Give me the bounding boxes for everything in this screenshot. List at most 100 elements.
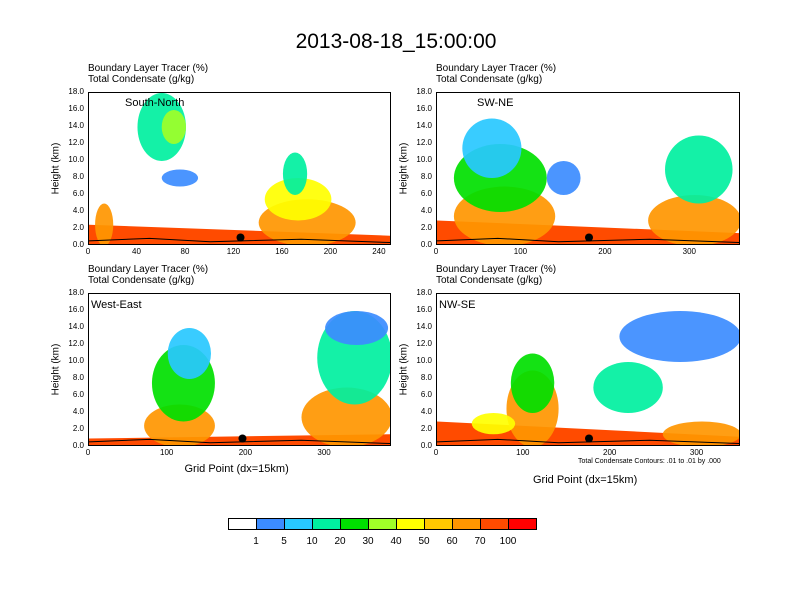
legend-swatch <box>312 518 341 530</box>
y-tick-label: 18.0 <box>68 288 84 297</box>
y-tick-label: 14.0 <box>416 121 432 130</box>
y-axis-title: Height (km) <box>398 142 410 194</box>
tracer-region-3 <box>167 328 211 379</box>
y-tick-label: 16.0 <box>68 305 84 314</box>
y-tick-label: 0.0 <box>420 441 432 450</box>
legend-swatch <box>396 518 425 530</box>
legend-label: 100 <box>499 536 517 547</box>
plot-panel-south-north: South-North <box>88 92 391 245</box>
legend-label: 1 <box>253 536 259 547</box>
y-axis-title: Height (km) <box>398 343 410 395</box>
legend-label: 40 <box>390 536 402 547</box>
tracer-region-4 <box>648 195 739 244</box>
tracer-region-4 <box>282 152 308 195</box>
legend-label: 60 <box>446 536 458 547</box>
tracer-region-4 <box>301 387 390 445</box>
location-marker <box>585 233 593 242</box>
tracer-region-7 <box>161 169 199 187</box>
x-tick-label: 100 <box>513 247 528 256</box>
panel-label-condensate: Total Condensate (g/kg) <box>88 74 195 85</box>
y-tick-label: 6.0 <box>420 390 432 399</box>
panel-label-tracer: Boundary Layer Tracer (%) <box>88 63 209 74</box>
terrain-line <box>437 237 739 244</box>
y-tick-label: 16.0 <box>416 305 432 314</box>
cross-section-label: South-North <box>125 97 185 109</box>
plot-area <box>437 311 739 445</box>
panel-label-condensate: Total Condensate (g/kg) <box>436 74 543 85</box>
x-tick-label: 40 <box>132 247 141 256</box>
legend-label: 30 <box>362 536 374 547</box>
y-tick-label: 16.0 <box>68 104 84 113</box>
terrain-line <box>89 438 390 445</box>
x-tick-label: 0 <box>433 448 439 457</box>
x-tick-label: 240 <box>372 247 386 256</box>
panel-label-condensate: Total Condensate (g/kg) <box>436 275 543 286</box>
tracer-region-6 <box>662 421 739 445</box>
x-tick-label: 100 <box>160 448 174 457</box>
location-marker <box>585 434 593 443</box>
panel-label-tracer: Boundary Layer Tracer (%) <box>88 264 209 275</box>
y-tick-label: 12.0 <box>416 138 432 147</box>
y-tick-label: 2.0 <box>72 223 84 232</box>
y-tick-label: 12.0 <box>68 339 84 348</box>
tracer-region-6 <box>161 110 186 144</box>
y-tick-label: 10.0 <box>416 356 432 365</box>
x-tick-label: 200 <box>598 247 612 256</box>
y-tick-label: 10.0 <box>68 356 84 365</box>
legend-swatch <box>368 518 397 530</box>
legend-swatch <box>340 518 369 530</box>
x-tick-label: 0 <box>433 247 439 256</box>
legend-label: 50 <box>418 536 430 547</box>
y-tick-label: 2.0 <box>72 424 84 433</box>
panel-label-tracer: Boundary Layer Tracer (%) <box>436 264 557 275</box>
y-tick-label: 0.0 <box>420 240 432 249</box>
y-tick-label: 8.0 <box>420 373 432 382</box>
tracer-region-5 <box>665 135 733 204</box>
cross-section-label: SW-NE <box>477 97 514 109</box>
legend-swatch <box>424 518 453 530</box>
y-tick-label: 18.0 <box>416 288 432 297</box>
tracer-region-3 <box>462 118 522 178</box>
y-tick-label: 14.0 <box>416 322 432 331</box>
x-tick-label: 200 <box>603 448 617 457</box>
contour-footnote: Total Condensate Contours: .01 to .01 by… <box>578 458 721 465</box>
x-tick-label: 300 <box>689 448 704 457</box>
panel-label-condensate: Total Condensate (g/kg) <box>88 275 195 286</box>
y-tick-label: 10.0 <box>416 155 432 164</box>
y-axis-title: Height (km) <box>50 142 62 194</box>
tracer-region-6 <box>325 311 389 345</box>
y-tick-label: 4.0 <box>420 206 432 215</box>
tracer-region-5 <box>619 311 739 362</box>
x-tick-label: 0 <box>85 247 91 256</box>
plot-panel-sw-ne: SW-NE <box>436 92 740 245</box>
x-axis-title: Grid Point (dx=15km) <box>533 474 638 486</box>
cross-section-label: West-East <box>91 299 142 311</box>
x-tick-label: 120 <box>226 247 241 256</box>
y-tick-label: 0.0 <box>72 441 84 450</box>
tracer-region-3 <box>264 178 332 221</box>
legend-swatch <box>480 518 509 530</box>
legend-swatch <box>256 518 285 530</box>
y-tick-label: 2.0 <box>420 223 432 232</box>
terrain-line <box>437 438 739 445</box>
plot-panel-west-east: West-East <box>88 293 391 446</box>
tracer-region-1 <box>95 203 114 244</box>
y-tick-label: 16.0 <box>416 104 432 113</box>
y-tick-label: 14.0 <box>68 322 84 331</box>
x-axis-title: Grid Point (dx=15km) <box>184 463 289 475</box>
x-tick-label: 200 <box>323 247 338 256</box>
y-tick-label: 6.0 <box>72 189 84 198</box>
x-tick-label: 160 <box>275 247 289 256</box>
y-tick-label: 8.0 <box>420 172 432 181</box>
y-tick-label: 6.0 <box>420 189 432 198</box>
legend-label: 10 <box>306 536 318 547</box>
y-tick-label: 2.0 <box>420 424 432 433</box>
y-tick-label: 14.0 <box>68 121 84 130</box>
y-tick-label: 0.0 <box>72 240 84 249</box>
plot-area <box>89 93 390 244</box>
x-tick-label: 300 <box>317 448 331 457</box>
y-axis-title: Height (km) <box>50 343 62 395</box>
tracer-region-2 <box>510 353 555 413</box>
panel-label-tracer: Boundary Layer Tracer (%) <box>436 63 557 74</box>
terrain-line <box>89 237 390 244</box>
